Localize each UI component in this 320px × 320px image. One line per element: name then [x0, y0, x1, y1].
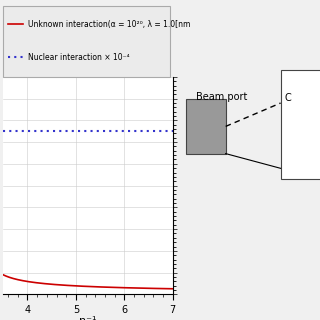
FancyBboxPatch shape: [186, 99, 226, 154]
Text: Nuclear interaction × 10⁻⁴: Nuclear interaction × 10⁻⁴: [28, 52, 130, 61]
FancyBboxPatch shape: [3, 6, 170, 77]
Text: C: C: [285, 92, 292, 103]
X-axis label: n⁻¹: n⁻¹: [79, 316, 97, 320]
Text: Unknown interaction(α = 10²⁰, λ = 1.0[nm: Unknown interaction(α = 10²⁰, λ = 1.0[nm: [28, 20, 190, 28]
FancyBboxPatch shape: [281, 70, 320, 179]
Text: Beam port: Beam port: [196, 92, 247, 102]
